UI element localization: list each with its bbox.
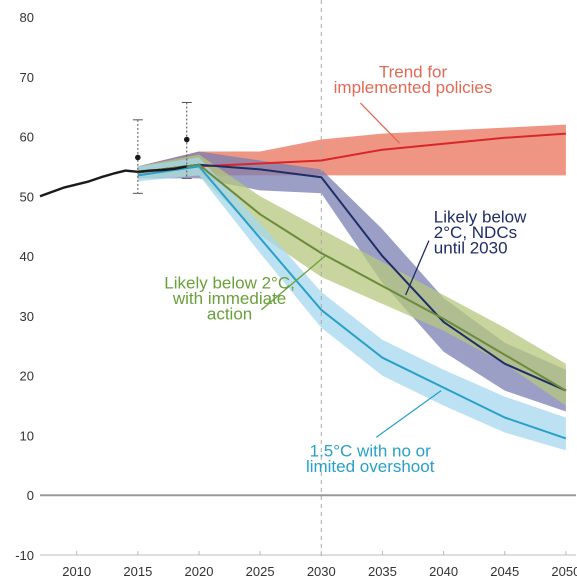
y-tick-label: 20 xyxy=(20,369,34,384)
uncertainty-marker-2 xyxy=(181,101,192,179)
marker-point xyxy=(135,154,141,161)
x-axis: 2010 2015 2020 2025 2030 2035 2040 2045 2050 xyxy=(40,551,577,579)
y-tick-label: 80 xyxy=(20,10,34,25)
label-policies: Trend for implemented policies xyxy=(334,62,493,97)
historical-series xyxy=(39,101,192,198)
historical-line xyxy=(39,165,188,198)
y-tick-label: 10 xyxy=(20,428,34,443)
band-ndcs xyxy=(137,151,566,412)
leader-immediate xyxy=(260,255,326,311)
label-onefive: 1.5°C with no or limited overshoot xyxy=(306,441,435,476)
leader-onefive xyxy=(375,390,442,438)
series-lines xyxy=(137,132,567,440)
x-tick-label: 2040 xyxy=(429,564,458,579)
y-tick-label: 0 xyxy=(27,488,34,503)
x-tick-label: 2015 xyxy=(123,564,152,579)
label-ndcs: Likely below 2°C, NDCs until 2030 xyxy=(434,208,527,258)
y-axis: -10 0 10 20 30 40 50 60 70 80 xyxy=(15,10,34,563)
label-line: until 2030 xyxy=(434,239,508,258)
y-tick-label: 30 xyxy=(20,309,34,324)
x-tick-label: 2010 xyxy=(62,564,91,579)
annotation-leaders xyxy=(260,102,442,438)
x-tick-label: 2025 xyxy=(246,564,275,579)
label-line: Likely below xyxy=(434,208,527,227)
x-tick-label: 2050 xyxy=(551,564,577,579)
x-tick-label: 2020 xyxy=(185,564,214,579)
label-line: action xyxy=(207,304,252,323)
label-line: Likely below 2°C, xyxy=(164,273,295,292)
label-line: with immediate xyxy=(172,289,286,308)
reference-lines xyxy=(40,0,576,557)
label-line: limited overshoot xyxy=(306,457,435,476)
uncertainty-marker-1 xyxy=(132,119,143,194)
label-line: Trend for xyxy=(379,62,448,81)
line-onefive xyxy=(137,165,567,440)
marker-point xyxy=(183,136,190,143)
y-tick-label: 70 xyxy=(20,70,34,85)
label-line: implemented policies xyxy=(334,78,493,97)
x-tick-label: 2045 xyxy=(490,564,519,579)
band-onefive xyxy=(137,157,566,451)
y-tick-label: 60 xyxy=(20,130,34,145)
label-line: 1.5°C with no or xyxy=(310,441,431,460)
line-immediate xyxy=(137,163,567,392)
leader-policies xyxy=(359,102,401,144)
label-line: 2°C, NDCs xyxy=(434,223,517,242)
y-tick-label: 50 xyxy=(20,189,34,204)
label-immediate: Likely below 2°C, with immediate action xyxy=(164,273,295,323)
x-tick-label: 2035 xyxy=(368,564,397,579)
y-tick-label: -10 xyxy=(15,548,34,563)
x-tick-label: 2030 xyxy=(307,564,336,579)
annotation-labels: Trend for implemented policies Likely belo… xyxy=(164,62,527,476)
leader-ndcs xyxy=(405,240,430,296)
y-tick-label: 40 xyxy=(20,249,34,264)
line-ndcs xyxy=(137,163,567,392)
